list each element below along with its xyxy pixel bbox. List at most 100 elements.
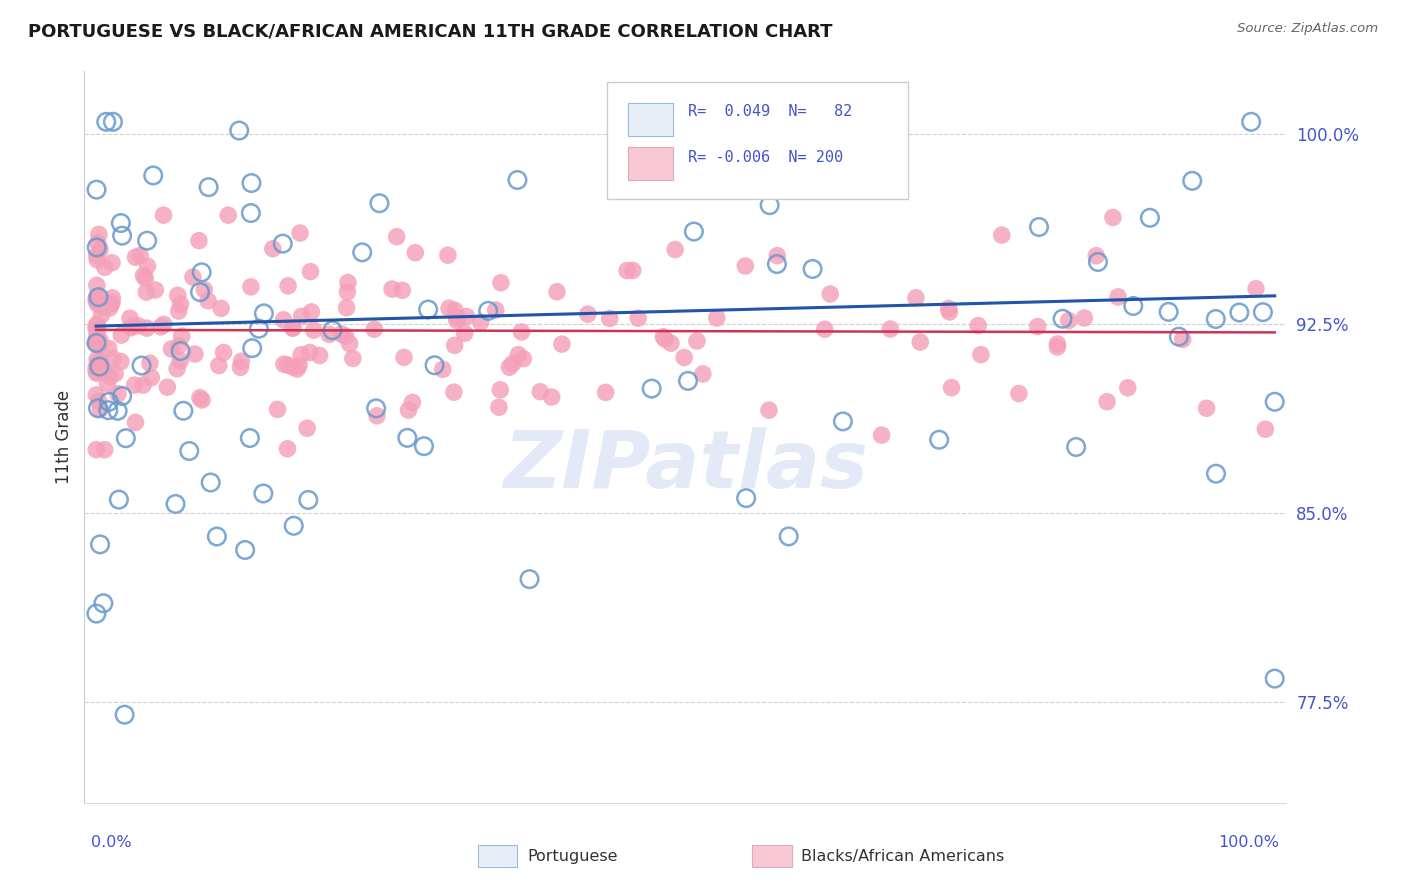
- Portuguese: [283, 518, 305, 533]
- Portuguese: [366, 401, 388, 416]
- Blacks/African Americans: [86, 252, 108, 267]
- Blacks/African Americans: [288, 226, 311, 240]
- Blacks/African Americans: [336, 301, 359, 315]
- Blacks/African Americans: [229, 360, 252, 375]
- Blacks/African Americans: [89, 339, 111, 353]
- Blacks/African Americans: [621, 263, 644, 277]
- Blacks/African Americans: [595, 385, 617, 400]
- Portuguese: [1157, 305, 1180, 319]
- Portuguese: [179, 444, 201, 458]
- Blacks/African Americans: [124, 250, 146, 264]
- Blacks/African Americans: [281, 321, 304, 335]
- Blacks/African Americans: [502, 357, 524, 371]
- Portuguese: [86, 607, 108, 621]
- Blacks/African Americans: [437, 301, 460, 315]
- Blacks/African Americans: [197, 293, 219, 308]
- Blacks/African Americans: [87, 394, 110, 409]
- Text: 0.0%: 0.0%: [91, 836, 132, 850]
- Portuguese: [832, 414, 855, 428]
- Blacks/African Americans: [166, 361, 188, 376]
- Blacks/African Americans: [136, 259, 159, 273]
- Blacks/African Americans: [98, 296, 121, 310]
- Portuguese: [418, 302, 440, 317]
- Portuguese: [197, 180, 219, 194]
- Portuguese: [352, 245, 374, 260]
- Blacks/African Americans: [139, 356, 162, 370]
- Blacks/African Americans: [129, 249, 152, 263]
- Blacks/African Americans: [664, 243, 686, 257]
- FancyBboxPatch shape: [627, 103, 673, 136]
- Blacks/African Americans: [1107, 290, 1129, 304]
- Portuguese: [1205, 467, 1227, 481]
- Blacks/African Americans: [673, 351, 696, 365]
- Blacks/African Americans: [84, 292, 107, 306]
- Text: R=  0.049  N=   82: R= 0.049 N= 82: [688, 103, 852, 119]
- Blacks/African Americans: [446, 313, 468, 327]
- Portuguese: [1264, 394, 1286, 409]
- Blacks/African Americans: [100, 296, 122, 310]
- Blacks/African Americans: [1116, 381, 1139, 395]
- Blacks/African Americans: [508, 348, 530, 362]
- Blacks/African Americans: [453, 326, 475, 341]
- Blacks/African Americans: [437, 248, 460, 262]
- Portuguese: [240, 176, 263, 190]
- Blacks/African Americans: [97, 342, 120, 356]
- Blacks/African Americans: [101, 296, 124, 310]
- Blacks/African Americans: [84, 319, 107, 334]
- Blacks/African Americans: [706, 310, 728, 325]
- Blacks/African Americans: [381, 282, 404, 296]
- Portuguese: [396, 431, 419, 445]
- Blacks/African Americans: [167, 339, 190, 353]
- Portuguese: [200, 475, 222, 490]
- Blacks/African Americans: [879, 322, 901, 336]
- Blacks/African Americans: [398, 403, 420, 417]
- Blacks/African Americans: [84, 334, 107, 349]
- Blacks/African Americans: [277, 358, 299, 372]
- Blacks/African Americans: [970, 348, 993, 362]
- Portuguese: [477, 303, 499, 318]
- Blacks/African Americans: [546, 285, 568, 299]
- Portuguese: [252, 486, 274, 500]
- Blacks/African Americans: [101, 256, 124, 270]
- Blacks/African Americans: [87, 334, 110, 349]
- Blacks/African Americans: [181, 270, 204, 285]
- Portuguese: [1139, 211, 1161, 225]
- Blacks/African Americans: [89, 402, 111, 417]
- Portuguese: [766, 257, 789, 271]
- Blacks/African Americans: [1046, 340, 1069, 354]
- Blacks/African Americans: [339, 336, 361, 351]
- Blacks/African Americans: [127, 318, 149, 333]
- Blacks/African Americans: [96, 376, 118, 391]
- Blacks/African Americans: [239, 280, 262, 294]
- Blacks/African Americans: [153, 318, 176, 332]
- Blacks/African Americans: [87, 356, 110, 370]
- Portuguese: [136, 234, 159, 248]
- Portuguese: [1264, 672, 1286, 686]
- Blacks/African Americans: [489, 276, 512, 290]
- Portuguese: [271, 236, 294, 251]
- Portuguese: [1240, 115, 1263, 129]
- Portuguese: [114, 707, 136, 722]
- Blacks/African Americans: [193, 283, 215, 297]
- Blacks/African Americans: [110, 354, 132, 368]
- Portuguese: [1087, 255, 1109, 269]
- Portuguese: [928, 433, 950, 447]
- Blacks/African Americans: [1095, 394, 1118, 409]
- Blacks/African Americans: [166, 288, 188, 302]
- Blacks/African Americans: [262, 242, 284, 256]
- Blacks/African Americans: [84, 364, 107, 378]
- Blacks/African Americans: [818, 287, 841, 301]
- Portuguese: [1181, 174, 1204, 188]
- Blacks/African Americans: [1057, 313, 1080, 327]
- Blacks/African Americans: [766, 249, 789, 263]
- Blacks/African Americans: [152, 208, 174, 222]
- Blacks/African Americans: [89, 243, 111, 257]
- Blacks/African Americans: [104, 367, 127, 381]
- Blacks/African Americans: [298, 345, 321, 359]
- Blacks/African Americans: [814, 322, 837, 336]
- Blacks/African Americans: [86, 289, 108, 303]
- Blacks/African Americans: [1085, 249, 1108, 263]
- Blacks/African Americans: [938, 305, 960, 319]
- Blacks/African Americans: [86, 278, 108, 293]
- Blacks/African Americans: [1073, 311, 1095, 326]
